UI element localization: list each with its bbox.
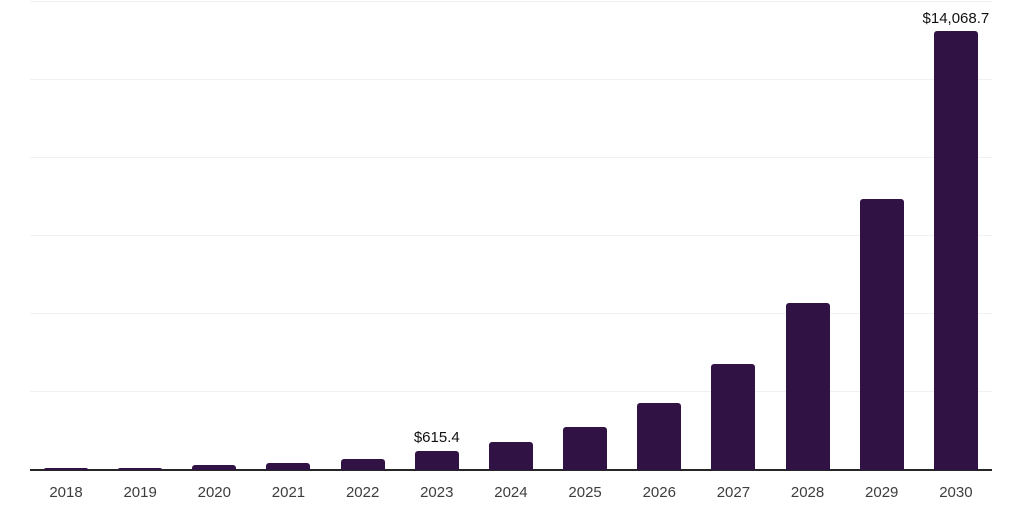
x-axis-tick-labels: 2018 2019 2020 2021 2022 2023 2024 2025 2026 2027… xyxy=(44,484,978,502)
bar-2026 xyxy=(637,402,682,470)
x-tick-2025: 2025 xyxy=(568,484,602,501)
bar-2025 xyxy=(563,427,608,470)
bar-2029 xyxy=(859,198,904,470)
bar-2024 xyxy=(488,441,533,470)
bar-2018 xyxy=(44,468,88,470)
plot-area: $615.4 $14,068.7 xyxy=(30,1,992,471)
bar-column-2019 xyxy=(118,468,163,470)
bar-column-2018 xyxy=(44,468,88,470)
x-tick-2028: 2028 xyxy=(790,484,825,501)
x-tick-2020: 2020 xyxy=(197,484,231,501)
x-tick-2024: 2024 xyxy=(494,484,528,501)
gridline-7500 xyxy=(30,235,992,236)
bar-column-2029 xyxy=(859,198,904,470)
gridline-5000 xyxy=(30,313,992,314)
bar-value-label-2023: $615.4 xyxy=(413,429,460,447)
x-tick-2029: 2029 xyxy=(865,484,899,501)
bar-column-2030: $14,068.7 xyxy=(923,10,989,470)
gridline-15000 xyxy=(30,1,992,2)
gridline-12500 xyxy=(30,79,992,80)
x-axis-line xyxy=(30,469,992,471)
bar-2030 xyxy=(933,31,978,470)
bar-2021 xyxy=(266,462,311,470)
x-tick-2022: 2022 xyxy=(345,484,380,501)
bar-2027 xyxy=(711,363,756,470)
bar-2028 xyxy=(785,303,830,470)
bar-2022 xyxy=(340,459,385,470)
bar-value-label-2030: $14,068.7 xyxy=(922,9,990,27)
x-tick-2027: 2027 xyxy=(716,484,751,501)
bar-2023 xyxy=(414,450,459,470)
x-tick-2018: 2018 xyxy=(49,484,83,501)
bar-2020 xyxy=(192,464,237,470)
bar-column-2022 xyxy=(340,459,385,470)
bars-row: $615.4 $14,068.7 xyxy=(44,2,989,470)
bar-2019 xyxy=(118,468,163,470)
bar-column-2020 xyxy=(192,464,237,470)
gridline-10000 xyxy=(30,157,992,158)
bar-column-2023: $615.4 xyxy=(414,430,460,470)
bar-column-2024 xyxy=(488,441,533,470)
x-tick-2026: 2026 xyxy=(642,484,676,501)
x-tick-2019: 2019 xyxy=(123,484,157,501)
bar-column-2027 xyxy=(711,363,756,470)
gridline-2500 xyxy=(30,391,992,392)
bar-column-2021 xyxy=(266,462,311,470)
x-tick-2021: 2021 xyxy=(271,484,306,501)
x-tick-2023: 2023 xyxy=(420,484,454,501)
bar-column-2028 xyxy=(785,303,830,470)
x-tick-2030: 2030 xyxy=(939,484,973,501)
bar-column-2026 xyxy=(637,402,682,470)
bar-column-2025 xyxy=(563,427,608,470)
